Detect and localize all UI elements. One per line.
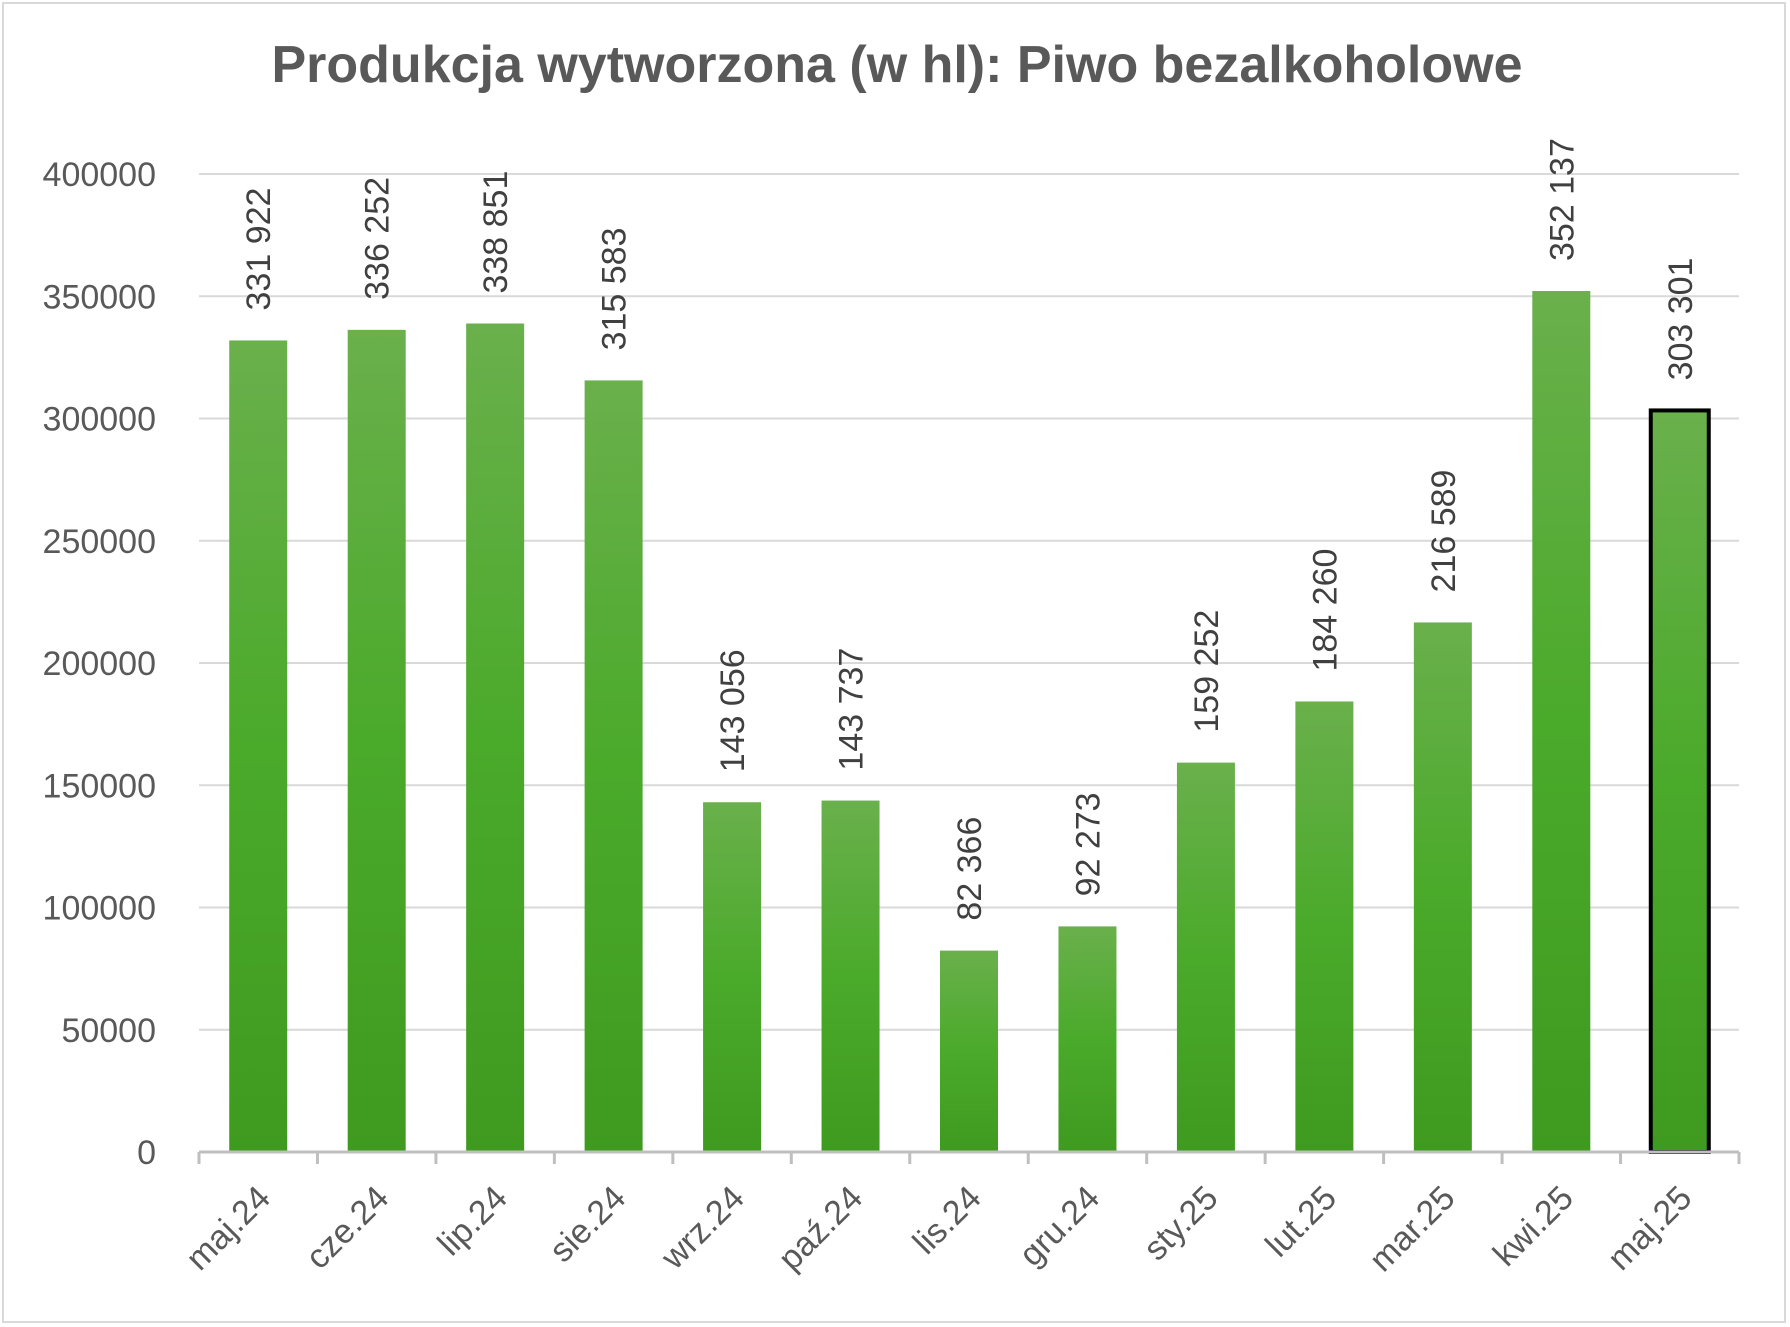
data-label: 336 252 (359, 177, 397, 300)
x-tick-label: lut.25 (1258, 1179, 1344, 1265)
y-tick-label: 400000 (43, 156, 156, 194)
bar (1532, 291, 1591, 1152)
bar (1176, 762, 1235, 1152)
data-label: 315 583 (596, 227, 634, 350)
data-labels: 331 922 336 252 338 851 315 583 143 056 143 7… (240, 138, 1700, 920)
bar (1058, 926, 1117, 1152)
data-label: 159 252 (1188, 610, 1226, 733)
x-tick-label: sie.24 (542, 1179, 633, 1270)
x-tick-label: mar.25 (1362, 1179, 1462, 1279)
y-tick-label: 0 (137, 1134, 156, 1172)
x-tick-label: wrz.24 (653, 1179, 751, 1277)
x-tick-label: paź.24 (771, 1179, 870, 1278)
x-tick-label: sty.25 (1136, 1179, 1225, 1268)
y-tick-label: 200000 (43, 645, 156, 683)
data-label: 143 056 (714, 649, 752, 772)
y-tick-label: 250000 (43, 523, 156, 561)
data-label: 331 922 (240, 188, 278, 311)
y-tick-label: 100000 (43, 890, 156, 928)
bar (1295, 701, 1354, 1152)
x-tick-label: gru.24 (1012, 1179, 1107, 1274)
bar (1648, 408, 1711, 1154)
bars (229, 291, 1711, 1154)
data-label: 143 737 (833, 648, 871, 771)
data-label: 338 851 (477, 171, 515, 294)
y-tick-label: 300000 (43, 401, 156, 439)
data-label: 303 301 (1662, 258, 1700, 381)
y-tick-label: 50000 (61, 1012, 156, 1050)
gridlines: 0 50000 100000 150000 200000 250000 300000 3500… (43, 156, 1739, 1172)
bar (1413, 622, 1472, 1152)
y-tick-label: 150000 (43, 767, 156, 805)
chart-title: Produkcja wytworzona (w hl): Piwo bezalk… (271, 36, 1522, 94)
bar (466, 323, 525, 1153)
x-tick-label: kwi.25 (1486, 1179, 1581, 1274)
bar-chart: Produkcja wytworzona (w hl): Piwo bezalk… (43, 36, 1741, 1279)
bar (940, 950, 998, 1152)
x-tick-label: lip.24 (430, 1179, 514, 1263)
x-tick-label: maj.25 (1600, 1179, 1699, 1278)
data-label: 216 589 (1425, 470, 1463, 593)
bar (584, 380, 643, 1153)
x-tick-label: lis.24 (906, 1179, 989, 1262)
bar (347, 329, 406, 1152)
y-tick-label: 350000 (43, 278, 156, 316)
x-tick-label: cze.24 (299, 1179, 397, 1277)
data-label: 82 366 (951, 817, 989, 921)
data-label: 92 273 (1069, 792, 1107, 896)
x-tick-label: maj.24 (179, 1179, 278, 1278)
data-label: 352 137 (1543, 138, 1581, 261)
bar (229, 340, 288, 1153)
x-axis: maj.24 cze.24 lip.24 sie.24 wrz.24 paź.24 lis.… (179, 1150, 1741, 1279)
bar (821, 800, 880, 1152)
bar (703, 802, 762, 1152)
data-label: 184 260 (1306, 549, 1344, 672)
